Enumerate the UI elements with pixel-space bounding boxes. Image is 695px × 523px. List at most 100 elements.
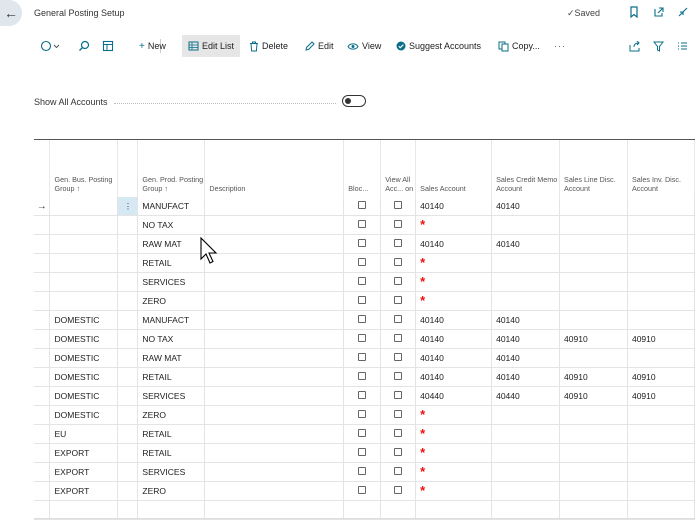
cell-sales-inv-disc-account[interactable]: 40910 <box>627 367 695 387</box>
cell-blocked[interactable] <box>343 329 382 349</box>
view-all-checkbox[interactable] <box>394 372 403 380</box>
table-row[interactable]: EU RETAIL * <box>34 424 695 444</box>
col-header-sales-credit-memo-account[interactable]: Sales Credit Memo Account <box>491 140 561 197</box>
cell-description[interactable] <box>204 481 345 501</box>
cell-sales-account[interactable] <box>415 500 493 520</box>
cell-view-all-accounts[interactable] <box>380 367 417 387</box>
blocked-checkbox[interactable] <box>358 201 367 209</box>
cell-sales-account[interactable]: * <box>415 481 493 501</box>
table-row[interactable]: DOMESTIC SERVICES 40440 40440 40910 40910 <box>34 386 695 406</box>
collapse-icon[interactable] <box>677 6 689 21</box>
cell-gen-prod-posting-group[interactable]: NO TAX <box>137 329 206 349</box>
cell-gen-prod-posting-group[interactable]: SERVICES <box>137 462 206 482</box>
cell-description[interactable] <box>204 272 345 292</box>
suggest-accounts-button[interactable]: Suggest Accounts <box>396 35 481 57</box>
cell-sales-credit-memo-account[interactable] <box>491 215 561 235</box>
table-row[interactable]: EXPORT ZERO * <box>34 481 695 501</box>
delete-button[interactable]: Delete <box>249 35 288 57</box>
cell-sales-line-disc-account[interactable]: 40910 <box>559 329 628 349</box>
cell-sales-credit-memo-account[interactable] <box>491 405 561 425</box>
cell-sales-account[interactable]: * <box>415 462 493 482</box>
cell-blocked[interactable] <box>343 462 382 482</box>
cell-gen-prod-posting-group[interactable] <box>137 500 206 520</box>
row-menu[interactable] <box>117 329 139 349</box>
cell-description[interactable] <box>204 462 345 482</box>
row-menu[interactable] <box>117 424 139 444</box>
view-all-checkbox[interactable] <box>394 353 403 361</box>
cell-gen-bus-posting-group[interactable] <box>49 291 119 311</box>
cell-blocked[interactable] <box>343 424 382 444</box>
cell-blocked[interactable] <box>343 367 382 387</box>
cell-blocked[interactable] <box>343 253 382 273</box>
cell-gen-bus-posting-group[interactable]: EXPORT <box>49 443 119 463</box>
more-options-button[interactable]: ··· <box>554 35 566 57</box>
cell-gen-bus-posting-group[interactable] <box>49 215 119 235</box>
cell-sales-line-disc-account[interactable] <box>559 272 628 292</box>
view-all-checkbox[interactable] <box>394 220 403 228</box>
cell-view-all-accounts[interactable] <box>380 443 417 463</box>
cell-view-all-accounts[interactable] <box>380 348 417 368</box>
cell-sales-credit-memo-account[interactable] <box>491 443 561 463</box>
cell-gen-prod-posting-group[interactable]: RAW MAT <box>137 348 206 368</box>
table-row[interactable]: DOMESTIC RAW MAT 40140 40140 <box>34 348 695 368</box>
cell-sales-credit-memo-account[interactable] <box>491 462 561 482</box>
share-button[interactable] <box>629 35 641 57</box>
cell-sales-line-disc-account[interactable] <box>559 500 628 520</box>
table-row[interactable]: ZERO * <box>34 291 695 311</box>
view-all-checkbox[interactable] <box>394 334 403 342</box>
cell-sales-inv-disc-account[interactable]: 40910 <box>627 329 695 349</box>
cell-gen-prod-posting-group[interactable]: ZERO <box>137 481 206 501</box>
view-all-checkbox[interactable] <box>394 410 403 418</box>
cell-description[interactable] <box>204 424 345 444</box>
view-all-checkbox[interactable] <box>394 391 403 399</box>
col-header-blocked[interactable]: Bloc... <box>343 140 382 197</box>
table-row[interactable]: EXPORT RETAIL * <box>34 443 695 463</box>
cell-blocked[interactable] <box>343 310 382 330</box>
cell-gen-bus-posting-group[interactable] <box>49 253 119 273</box>
row-menu[interactable] <box>117 272 139 292</box>
edit-list-button[interactable]: Edit List <box>182 35 241 57</box>
blocked-checkbox[interactable] <box>358 448 367 456</box>
cell-view-all-accounts[interactable] <box>380 234 417 254</box>
col-header-sales-inv-disc-account[interactable]: Sales Inv. Disc. Account <box>627 140 695 197</box>
cell-sales-account[interactable]: * <box>415 424 493 444</box>
cell-sales-line-disc-account[interactable]: 40910 <box>559 386 628 406</box>
cell-description[interactable] <box>204 234 345 254</box>
col-header-gen-prod-posting-group[interactable]: Gen. Prod. Posting Group ↑ <box>137 140 206 197</box>
blocked-checkbox[interactable] <box>358 410 367 418</box>
view-all-checkbox[interactable] <box>394 258 403 266</box>
cell-blocked[interactable] <box>343 500 382 520</box>
cell-blocked[interactable] <box>343 197 382 216</box>
cell-sales-account[interactable]: 40140 <box>415 310 493 330</box>
row-menu[interactable] <box>117 215 139 235</box>
bookmark-icon[interactable] <box>629 6 639 21</box>
cell-sales-account[interactable]: * <box>415 405 493 425</box>
blocked-checkbox[interactable] <box>358 429 367 437</box>
cell-view-all-accounts[interactable] <box>380 253 417 273</box>
cell-sales-credit-memo-account[interactable] <box>491 272 561 292</box>
cell-blocked[interactable] <box>343 386 382 406</box>
col-header-view-all-accounts[interactable]: View All Acc... on <box>380 140 417 197</box>
view-all-checkbox[interactable] <box>394 201 403 209</box>
cell-gen-prod-posting-group[interactable]: RETAIL <box>137 443 206 463</box>
blocked-checkbox[interactable] <box>358 372 367 380</box>
cell-view-all-accounts[interactable] <box>380 291 417 311</box>
cell-gen-bus-posting-group[interactable]: DOMESTIC <box>49 348 119 368</box>
cell-description[interactable] <box>204 500 345 520</box>
cell-description[interactable] <box>204 291 345 311</box>
view-all-checkbox[interactable] <box>394 486 403 494</box>
cell-blocked[interactable] <box>343 272 382 292</box>
cell-view-all-accounts[interactable] <box>380 329 417 349</box>
cell-description[interactable] <box>204 310 345 330</box>
row-menu[interactable] <box>117 310 139 330</box>
col-header-sales-line-disc-account[interactable]: Sales Line Disc. Account <box>559 140 628 197</box>
blocked-checkbox[interactable] <box>358 467 367 475</box>
list-view-button[interactable] <box>677 35 688 57</box>
cell-view-all-accounts[interactable] <box>380 500 417 520</box>
table-row[interactable]: DOMESTIC RETAIL 40140 40140 40910 40910 <box>34 367 695 387</box>
cell-sales-inv-disc-account[interactable] <box>627 424 695 444</box>
table-row[interactable]: → ⋮ MANUFACT 40140 40140 <box>34 197 695 216</box>
cell-sales-credit-memo-account[interactable] <box>491 481 561 501</box>
blocked-checkbox[interactable] <box>358 334 367 342</box>
cell-blocked[interactable] <box>343 215 382 235</box>
